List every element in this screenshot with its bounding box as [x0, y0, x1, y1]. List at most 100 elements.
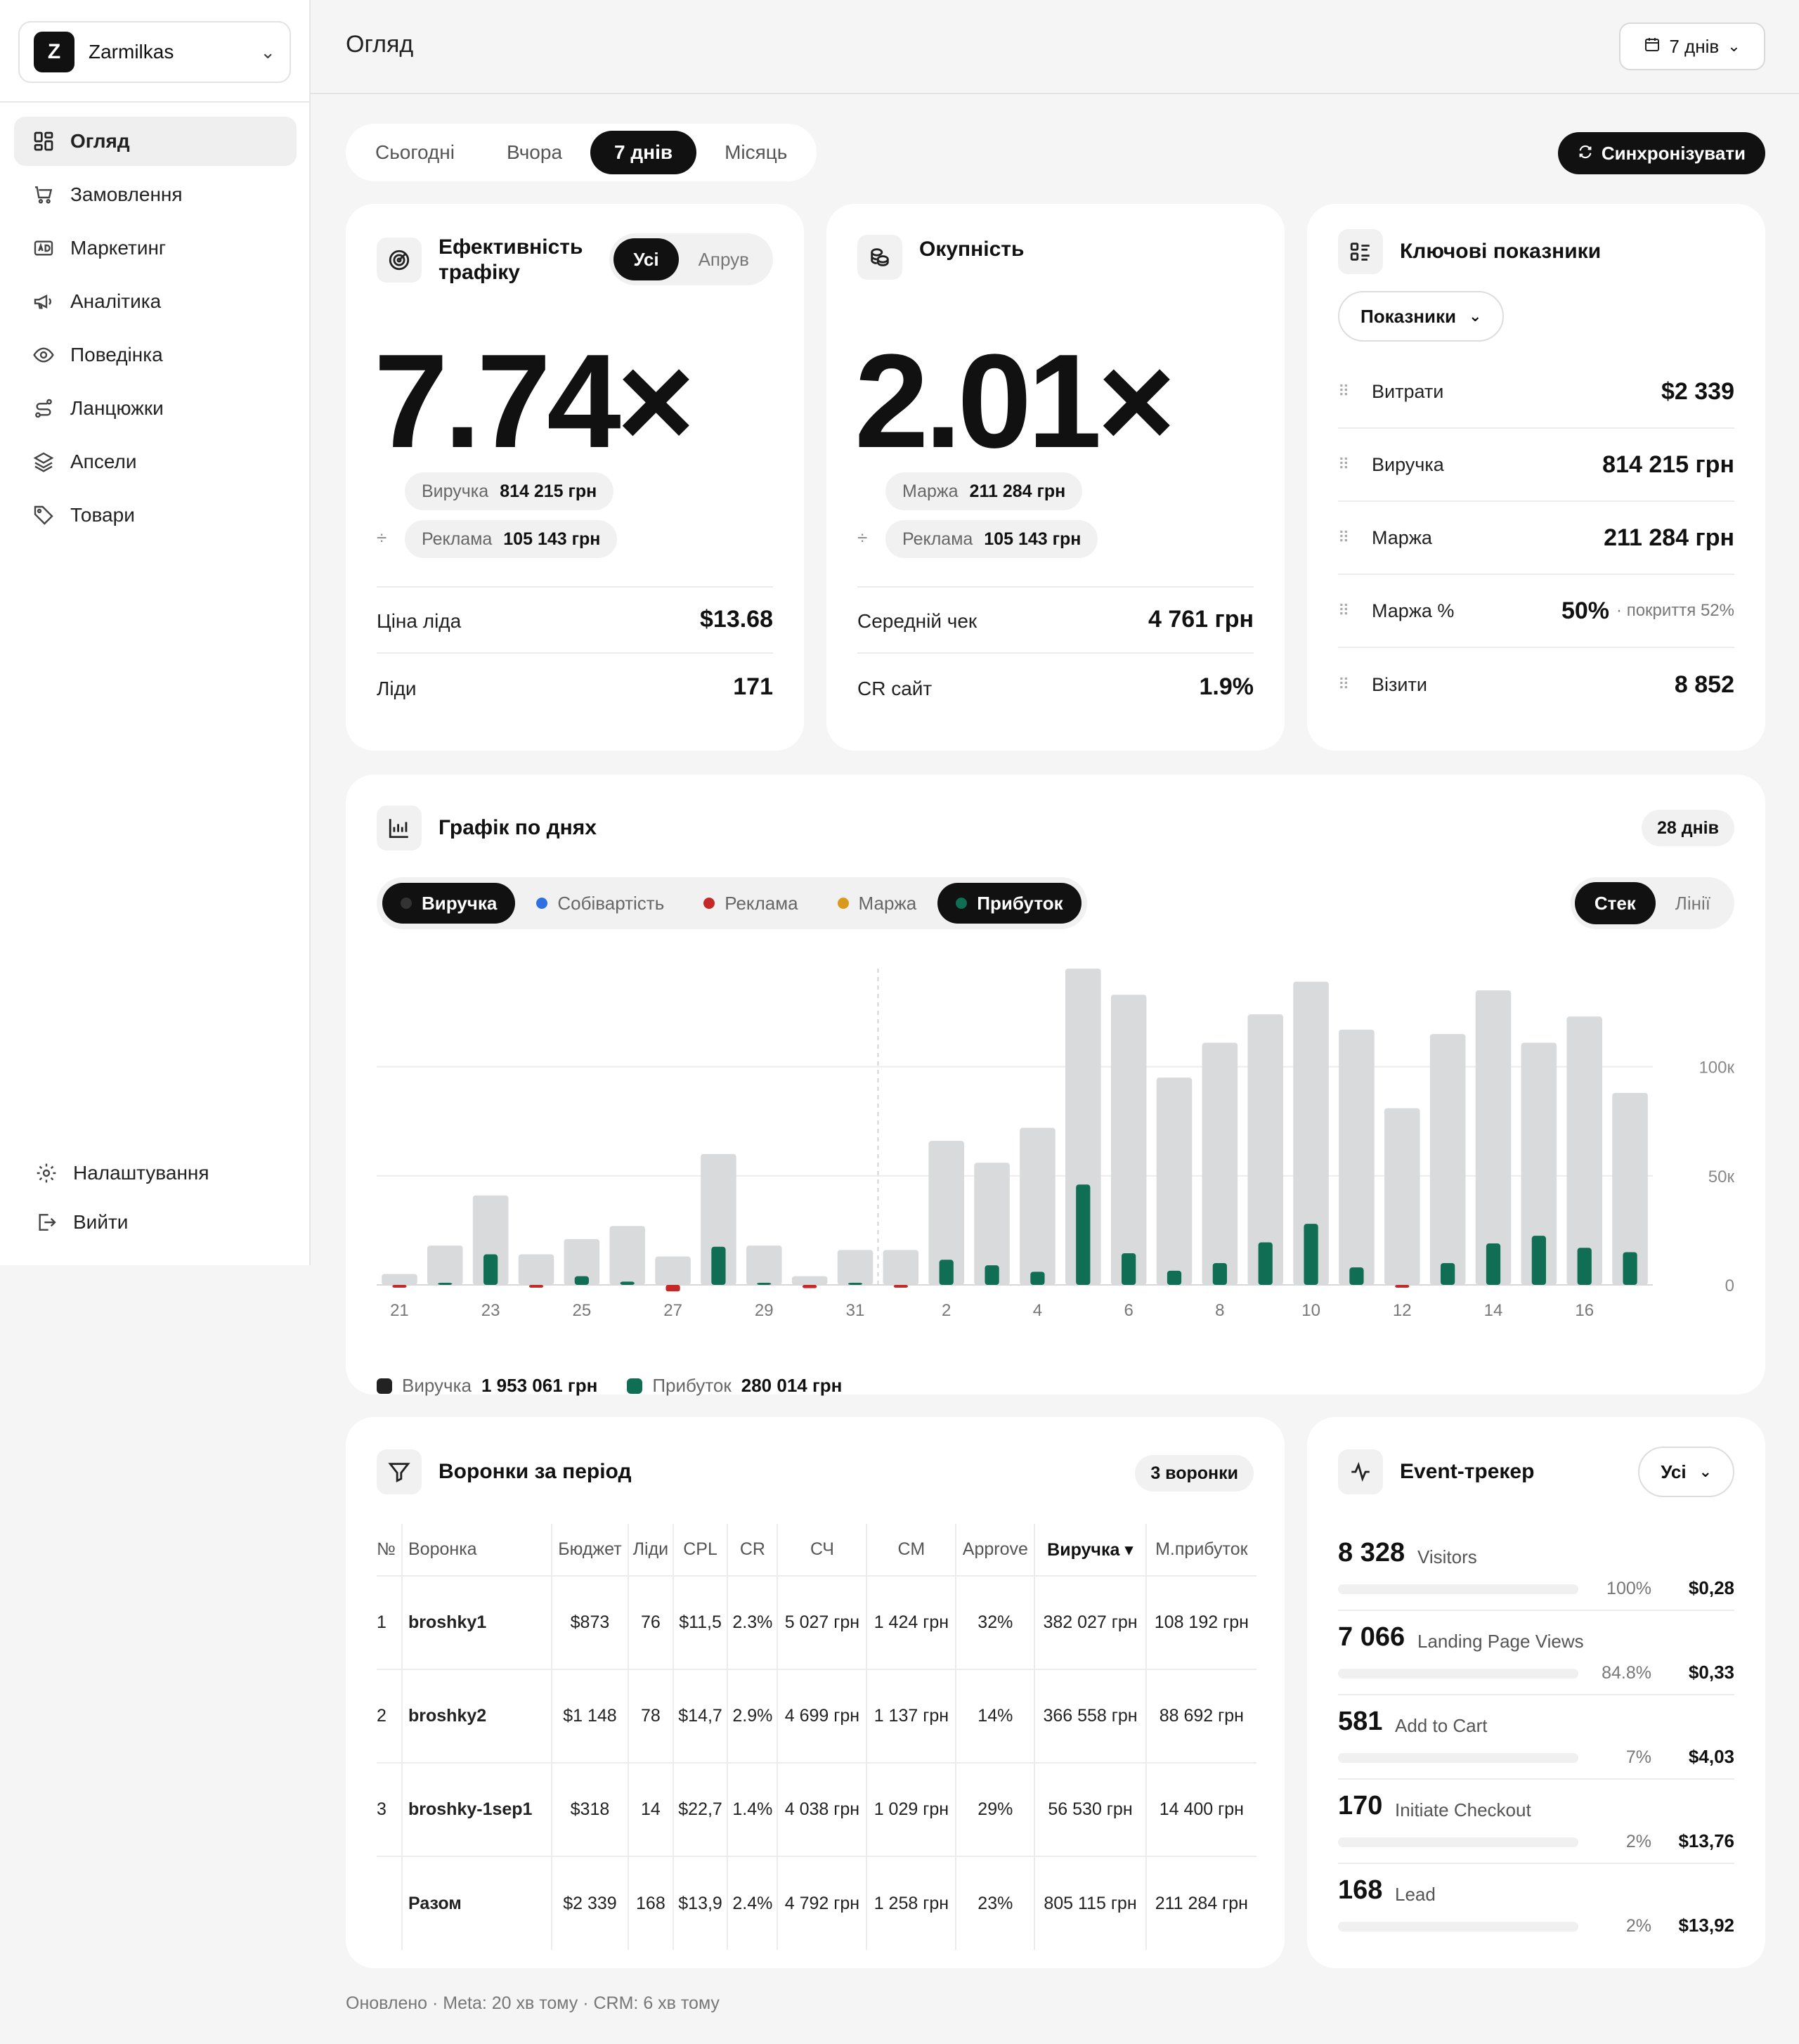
table-cell: 382 027 грн	[1034, 1576, 1147, 1670]
divider	[857, 586, 1254, 588]
bar-revenue	[1247, 1014, 1284, 1285]
series-tab-revenue[interactable]: Виручка	[382, 883, 516, 924]
metrics-dropdown[interactable]: Показники ⌄	[1338, 291, 1505, 342]
sidebar-item-overview[interactable]: Огляд	[14, 117, 297, 166]
table-cell: 1 258 грн	[866, 1856, 957, 1950]
event-row[interactable]: 7 066 Landing Page Views 84.8% $0,33	[1338, 1611, 1734, 1695]
table-row[interactable]: 2 broshky2 $1 148 78 $14,7 2.9% 4 699 грн 1 137…	[377, 1669, 1256, 1764]
table-cell: 14%	[956, 1669, 1036, 1764]
drag-handle-icon[interactable]: ⠿	[1338, 602, 1349, 619]
sidebar-item-label: Налаштування	[73, 1162, 209, 1184]
mode-stack[interactable]: Стек	[1574, 882, 1656, 924]
drag-handle-icon[interactable]: ⠿	[1338, 675, 1349, 693]
kpi-label: Виручка	[1372, 453, 1444, 475]
bar-revenue	[974, 1163, 1010, 1285]
date-range-button[interactable]: 7 днів ⌄	[1619, 22, 1765, 70]
workspace-switcher[interactable]: Z Zarmilkas ⌄	[18, 21, 291, 83]
period-tabs: Сьогодні Вчора 7 днів Місяць	[346, 124, 817, 181]
sidebar-item-settings[interactable]: Налаштування	[17, 1150, 299, 1196]
card-title: Ключові показники	[1400, 240, 1602, 263]
event-row[interactable]: 8 328 Visitors 100% $0,28	[1338, 1527, 1734, 1611]
calendar-icon	[1644, 36, 1661, 58]
table-row[interactable]: 1 broshky1 $873 76 $11,5 2.3% 5 027 грн 1 424 г…	[377, 1576, 1256, 1670]
kpi-row-spend[interactable]: ⠿ Витрати $2 339	[1338, 356, 1734, 429]
bar-revenue	[883, 1250, 919, 1285]
divider	[377, 652, 773, 654]
bar-profit	[438, 1283, 453, 1285]
col-funnel[interactable]: Воронка	[402, 1524, 552, 1577]
sync-status-footer: Оновлено · Meta: 20 хв тому · CRM: 6 хв …	[346, 1993, 720, 2013]
sidebar-item-marketing[interactable]: Маркетинг	[14, 224, 297, 273]
drag-handle-icon[interactable]: ⠿	[1338, 382, 1349, 400]
table-cell: 14 400 грн	[1145, 1763, 1256, 1857]
sidebar-item-logout[interactable]: Вийти	[17, 1199, 299, 1246]
col-cpl[interactable]: CPL	[673, 1524, 729, 1577]
sidebar-item-chains[interactable]: Ланцюжки	[14, 384, 297, 433]
event-row[interactable]: 170 Initiate Checkout 2% $13,76	[1338, 1780, 1734, 1864]
kpi-value: $2 339	[1661, 377, 1734, 405]
col-approve[interactable]: Approve	[956, 1524, 1036, 1577]
col-budget[interactable]: Бюджет	[551, 1524, 629, 1577]
sidebar-item-orders[interactable]: Замовлення	[14, 170, 297, 219]
workspace-avatar: Z	[34, 32, 74, 72]
ad-icon	[31, 235, 56, 261]
sidebar-item-upsells[interactable]: Апсели	[14, 437, 297, 486]
event-row[interactable]: 581 Add to Cart 7% $4,03	[1338, 1695, 1734, 1780]
series-tab-profit[interactable]: Прибуток	[937, 883, 1082, 924]
kpi-row-margin[interactable]: ⠿ Маржа 211 284 грн	[1338, 502, 1734, 575]
sidebar-item-behavior[interactable]: Поведінка	[14, 330, 297, 380]
revenue-pill: Виручка 814 215 грн	[405, 472, 614, 510]
kpi-row-margin-pct[interactable]: ⠿ Маржа % 50% · покриття 52%	[1338, 575, 1734, 648]
table-cell: 23%	[956, 1856, 1036, 1950]
coverage-note: · покриття 52%	[1616, 601, 1734, 620]
col-revenue[interactable]: Виручка ▾	[1034, 1524, 1147, 1577]
sidebar-item-analytics[interactable]: Аналітика	[14, 277, 297, 326]
table-header-row: № Воронка Бюджет Ліди CPL CR СЧ СМ Appro…	[377, 1524, 1256, 1577]
bar-profit	[939, 1260, 954, 1285]
kpi-label: Витрати	[1372, 380, 1444, 402]
drag-handle-icon[interactable]: ⠿	[1338, 529, 1349, 546]
series-tab-cost[interactable]: Собівартість	[518, 883, 682, 924]
toggle-approve[interactable]: Апрув	[698, 248, 749, 270]
mode-lines[interactable]: Лінії	[1675, 892, 1710, 914]
series-tab-ads[interactable]: Реклама	[685, 883, 816, 924]
page-title: Огляд	[346, 31, 414, 58]
col-margin-profit[interactable]: М.прибуток	[1145, 1524, 1256, 1577]
kpi-row-visits[interactable]: ⠿ Візити 8 852	[1338, 648, 1734, 721]
drag-handle-icon[interactable]: ⠿	[1338, 455, 1349, 473]
table-cell: 2.3%	[727, 1576, 779, 1670]
legend-value: 280 014 грн	[741, 1375, 843, 1396]
funnels-badge: 3 воронки	[1135, 1455, 1254, 1492]
col-leads[interactable]: Ліди	[628, 1524, 674, 1577]
table-row[interactable]: 3 broshky-1sep1 $318 14 $22,7 1.4% 4 038 грн 1 …	[377, 1763, 1256, 1857]
sidebar-item-products[interactable]: Товари	[14, 491, 297, 540]
activity-icon	[1338, 1449, 1383, 1494]
megaphone-icon	[31, 289, 56, 314]
col-avg-check[interactable]: СЧ	[777, 1524, 868, 1577]
col-avg-margin[interactable]: СМ	[866, 1524, 957, 1577]
event-row[interactable]: 168 Lead 2% $13,92	[1338, 1864, 1734, 1948]
event-filter-dropdown[interactable]: Усі ⌄	[1638, 1447, 1734, 1497]
x-tick-label: 21	[390, 1301, 409, 1320]
tab-yesterday[interactable]: Вчора	[506, 141, 563, 163]
daily-chart-card: Графік по днях 28 днів Виручка Собіварті…	[346, 775, 1765, 1396]
series-dot	[956, 898, 968, 909]
series-dot	[536, 898, 548, 909]
col-cr[interactable]: CR	[727, 1524, 779, 1577]
card-header: Графік по днях	[377, 806, 597, 850]
bar-revenue	[1429, 1034, 1466, 1285]
funnels-card: Воронки за період 3 воронки № Воронка Бю…	[346, 1417, 1285, 1968]
series-tab-margin[interactable]: Маржа	[819, 883, 935, 924]
tab-7-days[interactable]: 7 днів	[590, 131, 697, 174]
legend-label: Прибуток	[652, 1375, 732, 1396]
toggle-all[interactable]: Усі	[613, 238, 679, 280]
tab-today[interactable]: Сьогодні	[375, 141, 455, 163]
kpi-row-revenue[interactable]: ⠿ Виручка 814 215 грн	[1338, 429, 1734, 502]
sync-button[interactable]: Синхронізувати	[1557, 132, 1765, 174]
table-cell: 76	[628, 1576, 674, 1670]
x-tick-label: 12	[1393, 1301, 1412, 1320]
bar-profit	[847, 1283, 863, 1285]
event-filter-label: Усі	[1661, 1461, 1687, 1482]
table-cell: 3	[377, 1763, 403, 1857]
tab-month[interactable]: Місяць	[725, 141, 788, 163]
